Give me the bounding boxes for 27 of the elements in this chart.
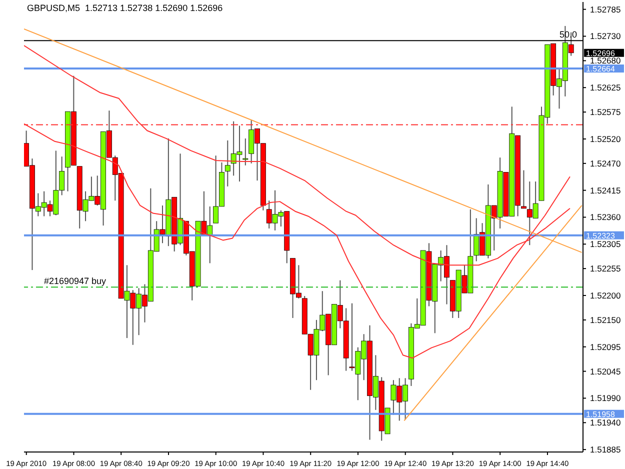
y-tick-label: 1.52520 — [590, 134, 621, 144]
y-tick-label: 1.52200 — [590, 290, 621, 300]
y-tick-label: 1.52415 — [590, 185, 621, 196]
candlestick — [521, 170, 526, 209]
y-tick-label: 1.52255 — [590, 264, 621, 274]
y-tick-label: 1.52680 — [590, 56, 621, 66]
y-tick-label: 1.52045 — [590, 366, 621, 376]
candlestick — [224, 140, 230, 187]
y-tick-label: 1.51885 — [590, 444, 621, 455]
ref-line-label: 1.52323 — [586, 231, 616, 240]
chart-title: GBPUSD,M5 1.52713 1.52738 1.52690 1.52696 — [27, 3, 223, 13]
y-tick-label: 1.51990 — [590, 393, 621, 404]
y-tick-label: 1.52150 — [590, 314, 621, 325]
y-tick-label: 1.52305 — [590, 239, 621, 250]
ref-line-label: #21690947 buy — [44, 276, 107, 286]
annotation: 1.52696 — [586, 48, 616, 58]
y-tick-label: 1.52730 — [590, 31, 621, 42]
ref-line-label: 1.52664 — [586, 64, 616, 74]
y-tick-label: 1.52095 — [590, 342, 621, 352]
y-tick-label: 1.52785 — [590, 4, 621, 14]
y-tick-label: 1.52470 — [590, 158, 621, 168]
y-tick-label: 1.52625 — [590, 82, 621, 93]
y-tick-label: 1.52575 — [590, 107, 621, 118]
y-tick-label: 1.51940 — [590, 418, 621, 428]
y-tick-label: 1.52360 — [590, 212, 621, 222]
candlestick — [242, 138, 248, 166]
ref-line-label: 1.51958 — [586, 410, 616, 419]
